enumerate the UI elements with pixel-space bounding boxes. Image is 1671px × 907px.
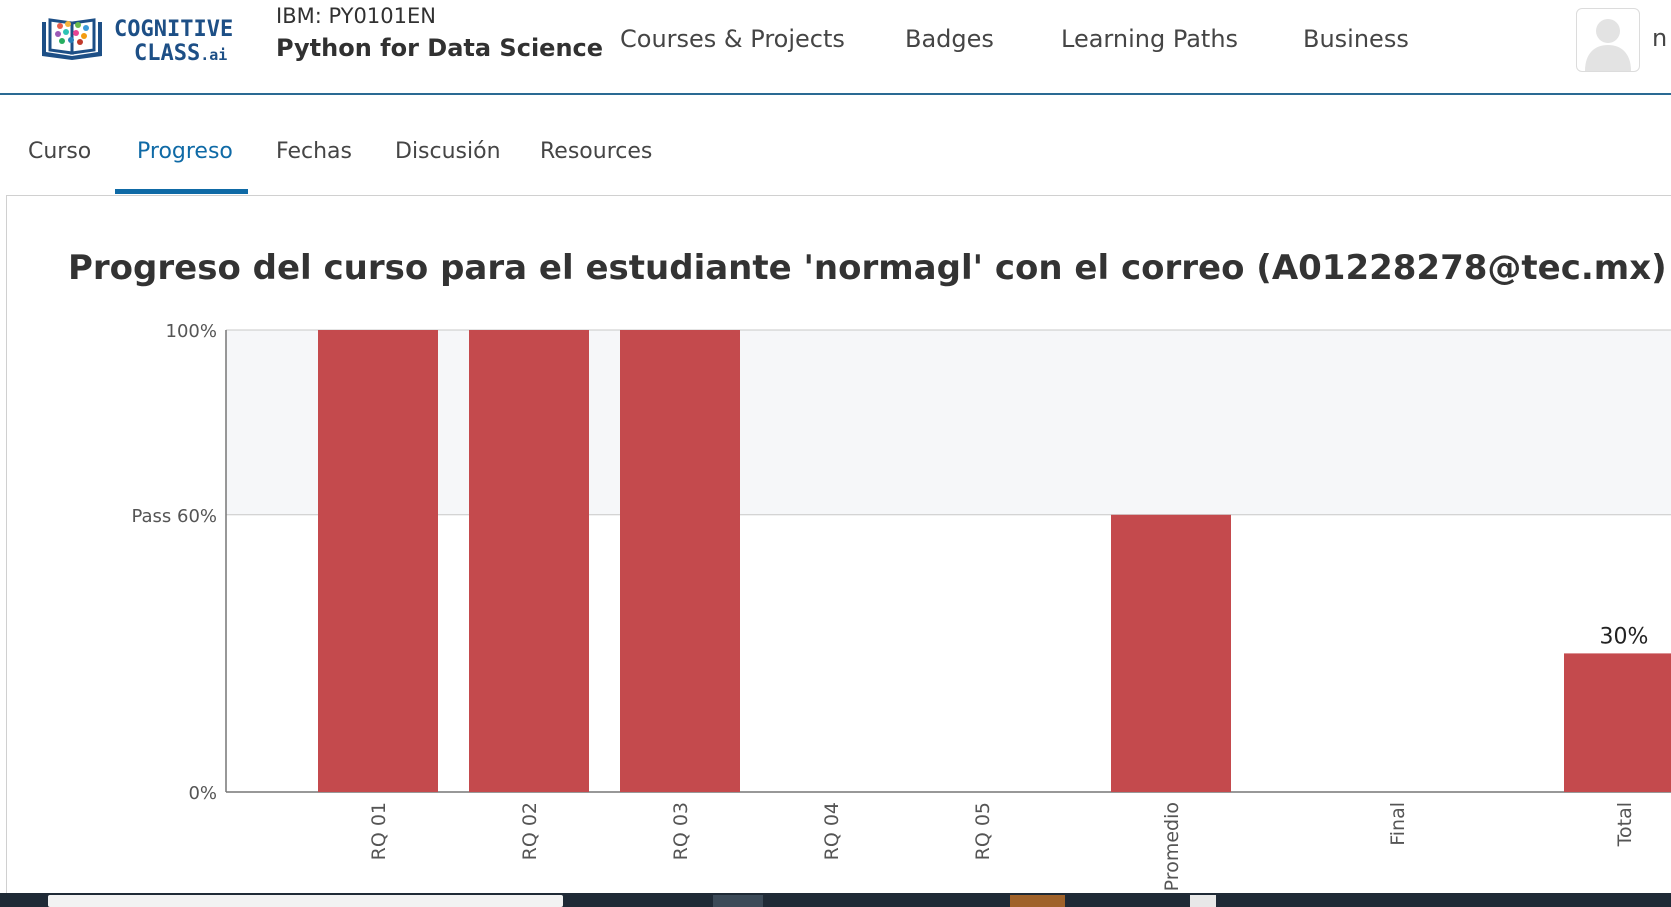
svg-text:CLASS.ai: CLASS.ai xyxy=(134,41,227,66)
bar-rq-01 xyxy=(318,330,438,792)
nav-badges[interactable]: Badges xyxy=(905,25,994,53)
course-tabs: Curso Progreso Fechas Discusión Resource… xyxy=(0,95,1671,195)
bar-rq-02 xyxy=(469,330,589,792)
tab-curso[interactable]: Curso xyxy=(28,139,92,164)
taskbar-search-box[interactable] xyxy=(48,895,563,907)
ytick-label: Pass 60% xyxy=(131,506,217,527)
ytick-label: 100% xyxy=(166,321,217,342)
nav-courses-projects[interactable]: Courses & Projects xyxy=(620,25,845,53)
tab-discusion[interactable]: Discusión xyxy=(395,139,501,164)
xtick-label: RQ 01 xyxy=(368,802,390,860)
logo-text-suffix: .ai xyxy=(200,46,227,64)
tab-progreso[interactable]: Progreso xyxy=(137,139,233,164)
xtick-label: RQ 05 xyxy=(972,802,994,860)
tab-fechas[interactable]: Fechas xyxy=(276,139,352,164)
user-avatar[interactable] xyxy=(1576,8,1640,72)
xtick-label: Total xyxy=(1614,802,1636,847)
nav-learning-paths[interactable]: Learning Paths xyxy=(1061,25,1239,53)
xtick-label: Final xyxy=(1387,802,1409,846)
course-org: IBM: PY0101EN xyxy=(276,4,436,28)
pass-band xyxy=(226,330,1671,515)
course-name[interactable]: Python for Data Science xyxy=(276,34,604,62)
xtick-label: RQ 04 xyxy=(821,802,843,860)
active-tab-indicator xyxy=(115,189,248,194)
user-silhouette-icon xyxy=(1585,19,1631,71)
taskbar-app-icon[interactable] xyxy=(713,895,763,907)
bar-rq-03 xyxy=(620,330,740,792)
ytick-label: 0% xyxy=(188,783,217,804)
taskbar-tray-icon[interactable] xyxy=(1190,895,1216,907)
xtick-label: Promedio xyxy=(1161,802,1183,891)
progress-panel xyxy=(6,195,1671,896)
bar-promedio xyxy=(1111,514,1231,792)
logo-graphic: COGNITIVE CLASS.ai xyxy=(42,17,233,66)
taskbar-app-icon[interactable] xyxy=(1010,895,1065,907)
data-label: 30% xyxy=(1600,624,1649,649)
logo-text-line2: CLASS xyxy=(134,41,200,66)
bar-total xyxy=(1564,653,1671,792)
nav-business[interactable]: Business xyxy=(1303,25,1409,53)
xtick-label: RQ 02 xyxy=(519,802,541,860)
cognitive-class-logo[interactable]: COGNITIVE CLASS.ai xyxy=(38,12,248,68)
page-title: Progreso del curso para el estudiante 'n… xyxy=(68,248,1667,288)
logo-text-line1: COGNITIVE xyxy=(114,17,233,42)
site-header: COGNITIVE CLASS.ai IBM: PY0101EN Python … xyxy=(0,0,1671,95)
xtick-label: RQ 03 xyxy=(670,802,692,860)
user-name[interactable]: n xyxy=(1652,24,1668,52)
tab-resources[interactable]: Resources xyxy=(540,139,653,164)
